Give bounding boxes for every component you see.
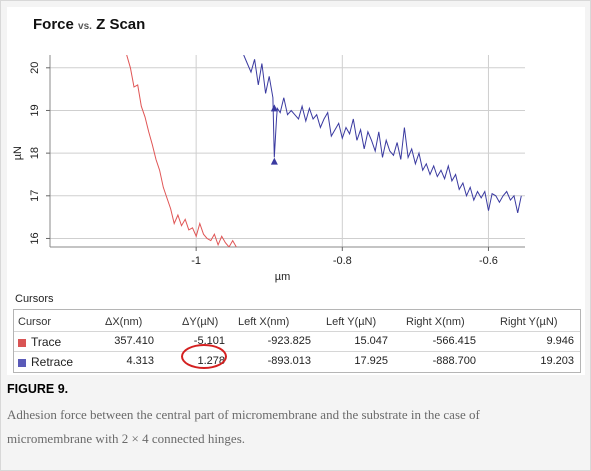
trace-left-y: 15.047 bbox=[354, 335, 388, 347]
header-right-x: Right X(nm) bbox=[406, 316, 465, 328]
header-dx: ΔX(nm) bbox=[105, 316, 143, 328]
cursor-row-name: Retrace bbox=[31, 355, 74, 369]
cursor-table: Cursor ΔX(nm) ΔY(µN) Left X(nm) Left Y(µ… bbox=[13, 309, 581, 373]
x-tick-label: -0.6 bbox=[479, 255, 498, 267]
y-axis-label: µN bbox=[12, 146, 24, 160]
retrace-color-swatch bbox=[18, 359, 26, 367]
header-dy: ΔY(µN) bbox=[182, 316, 219, 328]
x-tick-label: -0.8 bbox=[333, 255, 352, 267]
y-tick-label: 17 bbox=[29, 190, 41, 202]
y-tick-label: 20 bbox=[29, 62, 41, 74]
y-tick-label: 19 bbox=[29, 104, 41, 116]
cursors-label: Cursors bbox=[15, 293, 54, 305]
header-left-x: Left X(nm) bbox=[238, 316, 290, 328]
x-tick-label: -1 bbox=[191, 255, 201, 267]
cursor-row-trace[interactable]: Trace 357.410 -5.101 -923.825 15.047 -56… bbox=[14, 331, 580, 351]
figure-caption-text: Adhesion force between the central part … bbox=[7, 407, 480, 446]
header-right-y: Right Y(µN) bbox=[500, 316, 558, 328]
header-cursor: Cursor bbox=[18, 316, 52, 328]
series-line-retrace bbox=[243, 55, 522, 214]
highlight-oval-annotation bbox=[181, 344, 227, 369]
series-line-trace bbox=[126, 55, 237, 247]
figure-caption-title: FIGURE 9. bbox=[7, 382, 69, 396]
trace-right-x: -566.415 bbox=[432, 335, 476, 347]
trace-right-y: 9.946 bbox=[546, 335, 574, 347]
retrace-right-y: 19.203 bbox=[540, 355, 574, 367]
x-axis-label: µm bbox=[275, 271, 291, 283]
y-tick-label: 18 bbox=[29, 147, 41, 159]
cursor-row-name: Trace bbox=[31, 335, 62, 349]
cursor-table-header: Cursor ΔX(nm) ΔY(µN) Left X(nm) Left Y(µ… bbox=[14, 312, 580, 330]
cursor-marker bbox=[270, 157, 278, 165]
chart-panel: -1 -0.8 -0.6 16 17 18 19 20 µm µN Force vs. Z Sca… bbox=[7, 7, 585, 375]
trace-left-x: -923.825 bbox=[267, 335, 311, 347]
force-vs-zscan-plot: -1 -0.8 -0.6 16 17 18 19 20 µm µN bbox=[12, 55, 525, 283]
chart-title-main: Force bbox=[33, 16, 74, 33]
cursor-marker bbox=[270, 104, 278, 112]
trace-dx: 357.410 bbox=[114, 335, 154, 347]
chart-title: Force vs. Z Scan bbox=[33, 16, 145, 33]
cursor-row-retrace[interactable]: Retrace 4.313 1.278 -893.013 17.925 -888… bbox=[14, 351, 580, 371]
retrace-right-x: -888.700 bbox=[432, 355, 476, 367]
retrace-dx: 4.313 bbox=[126, 355, 154, 367]
y-tick-label: 16 bbox=[29, 232, 41, 244]
chart-title-suffix: Z Scan bbox=[96, 16, 146, 33]
trace-color-swatch bbox=[18, 339, 26, 347]
chart-title-vs: vs. bbox=[78, 21, 92, 32]
retrace-left-y: 17.925 bbox=[354, 355, 388, 367]
header-left-y: Left Y(µN) bbox=[326, 316, 377, 328]
retrace-left-x: -893.013 bbox=[267, 355, 311, 367]
